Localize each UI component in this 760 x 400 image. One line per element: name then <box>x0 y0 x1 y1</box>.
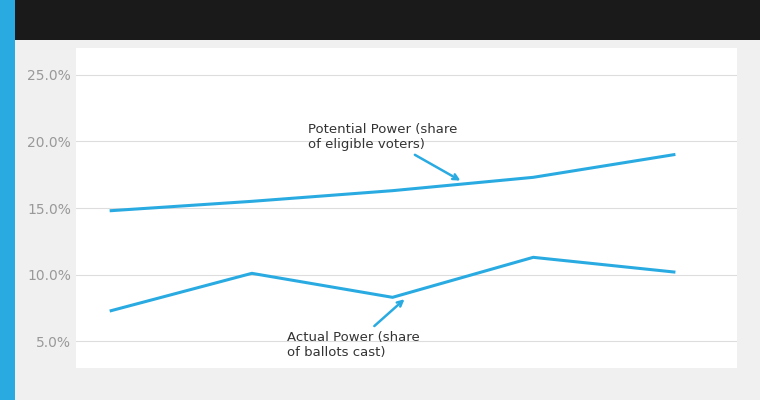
Text: Potential Power (share
of eligible voters): Potential Power (share of eligible voter… <box>308 123 458 179</box>
Text: Actual Power (share
of ballots cast): Actual Power (share of ballots cast) <box>287 301 420 359</box>
Title: POC Voter Participation, 2010-2018: POC Voter Participation, 2010-2018 <box>247 20 566 38</box>
